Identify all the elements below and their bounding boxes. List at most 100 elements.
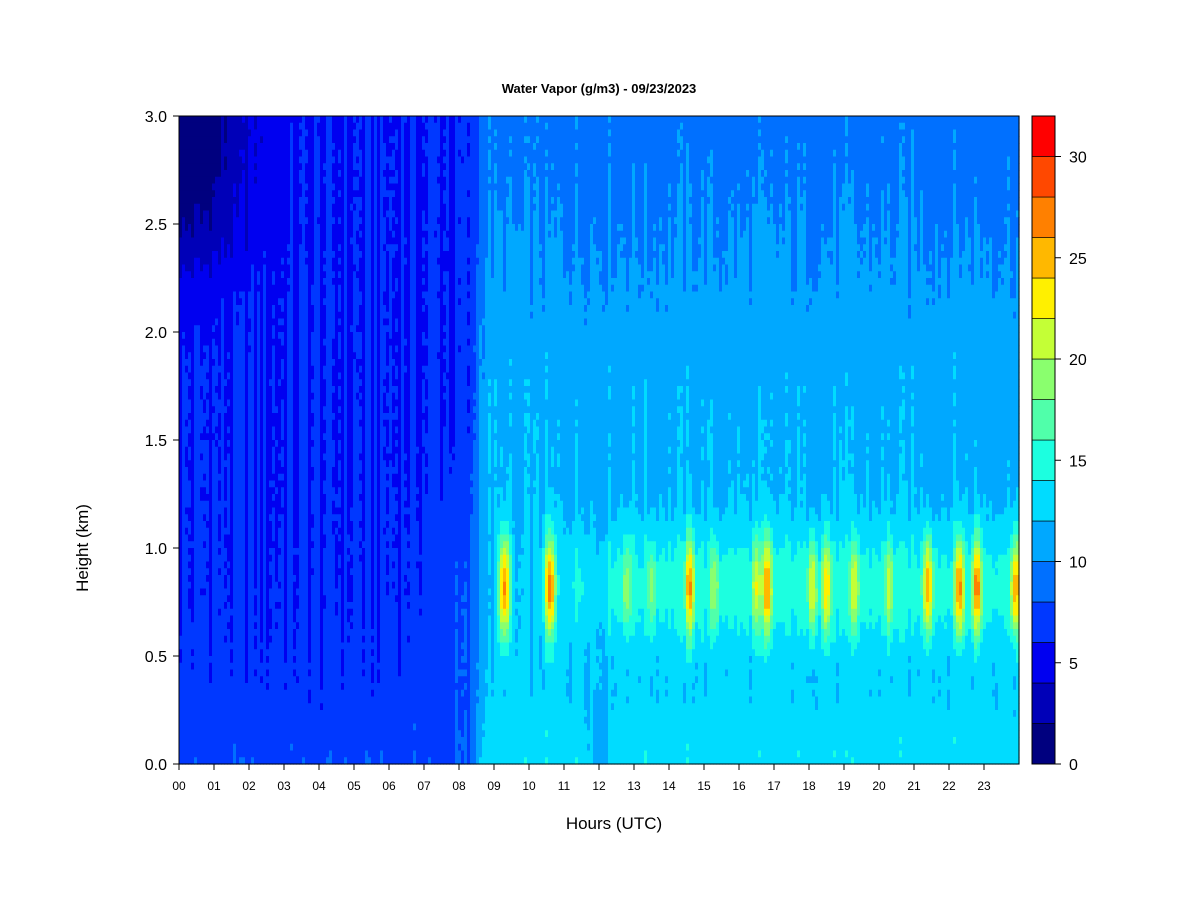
heatmap-cell [242,210,246,218]
heatmap-cell [194,541,198,549]
heatmap-cell [185,480,189,488]
heatmap-cell [236,595,240,603]
heatmap-cell [215,521,219,529]
heatmap-cell [227,338,231,347]
heatmap-cell [182,716,186,725]
heatmap-cell [251,244,255,252]
heatmap-cell [263,278,267,286]
heatmap-cell [233,460,237,468]
heatmap-cell [224,284,228,293]
heatmap-cell [245,494,249,502]
heatmap-cell [239,676,243,684]
heatmap-cell [182,676,186,684]
heatmap-cell [254,392,258,401]
heatmap-cell [197,122,201,131]
heatmap-cell [179,737,183,745]
heatmap-cell [260,251,264,259]
heatmap-cell [188,365,192,374]
heatmap-cell [239,170,243,178]
heatmap-cell [260,696,264,704]
heatmap-cell [251,689,255,698]
heatmap-cell [254,170,258,178]
heatmap-cell [224,723,228,731]
heatmap-cell [200,683,204,691]
heatmap-cell [239,588,243,596]
heatmap-cell [266,527,270,536]
heatmap-cell [254,183,258,191]
heatmap-cell [185,656,189,664]
heatmap-cell [269,203,273,212]
heatmap-cell [197,203,201,212]
heatmap-cell [218,257,222,266]
heatmap-cell [242,500,246,509]
heatmap-cell [233,305,237,313]
heatmap-cell [245,365,249,374]
heatmap-cell [179,689,183,698]
heatmap-cell [206,217,210,225]
heatmap-cell [242,757,246,765]
heatmap-cell [254,689,258,698]
heatmap-cell [194,723,198,731]
heatmap-cell [263,662,267,671]
heatmap-cell [179,203,183,212]
heatmap-cell [230,629,234,637]
heatmap-cell [218,359,222,367]
heatmap-cell [248,136,252,144]
heatmap-cell [221,541,225,549]
heatmap-cell [242,264,246,272]
heatmap-cell [203,521,207,529]
heatmap-cell [254,413,258,421]
heatmap-cell [224,480,228,488]
heatmap-cell [188,446,192,455]
heatmap-cell [230,615,234,623]
heatmap-cell [194,419,198,428]
heatmap-cell [242,298,246,306]
heatmap-cell [245,716,249,725]
heatmap-cell [272,372,276,380]
heatmap-cell [215,554,219,563]
heatmap-cell [209,669,213,677]
heatmap-cell [230,311,234,320]
heatmap-cell [194,534,198,542]
heatmap-cell [254,656,258,664]
heatmap-cell [263,122,267,131]
heatmap-cell [191,534,195,542]
heatmap-cell [203,406,207,414]
heatmap-cell [212,271,216,279]
heatmap-cell [185,696,189,704]
heatmap-cell [218,190,222,198]
heatmap-cell [242,588,246,596]
heatmap-cell [245,264,249,272]
heatmap-cell [251,467,255,475]
heatmap-cell [215,743,219,752]
heatmap-cell [200,743,204,752]
heatmap-cell [179,561,183,569]
heatmap-cell [185,757,189,765]
heatmap-cell [266,494,270,502]
heatmap-cell [188,251,192,259]
heatmap-cell [212,237,216,245]
heatmap-cell [209,365,213,374]
heatmap-cell [191,527,195,536]
heatmap-cell [254,521,258,529]
heatmap-cell [218,237,222,245]
heatmap-cell [188,305,192,313]
heatmap-cell [182,271,186,279]
heatmap-cell [233,642,237,650]
heatmap-cell [191,689,195,698]
heatmap-cell [200,433,204,441]
heatmap-cell [230,494,234,502]
heatmap-cell [263,129,267,137]
heatmap-cell [215,649,219,657]
heatmap-cell [239,237,243,245]
heatmap-cell [209,143,213,151]
heatmap-cell [272,251,276,259]
heatmap-cell [203,716,207,725]
heatmap-cell [260,298,264,306]
heatmap-cell [269,608,273,617]
heatmap-cell [194,365,198,374]
heatmap-cell [191,359,195,367]
heatmap-cell [245,278,249,286]
heatmap-cell [251,170,255,178]
heatmap-cell [227,183,231,191]
